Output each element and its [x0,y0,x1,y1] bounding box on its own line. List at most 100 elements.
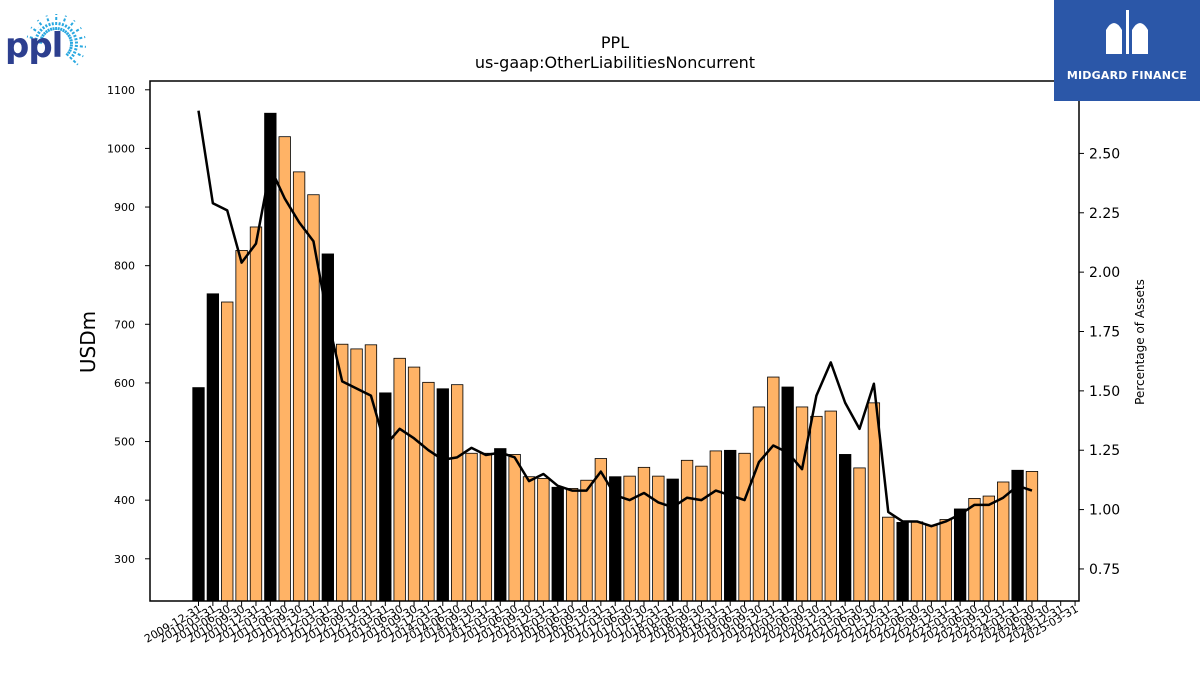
bar [652,475,665,602]
bar [522,476,536,602]
plot-area: 300 400 500 600 700 800 900 1000 1100 0.75 1.00 1.2… [107,84,1120,646]
chart-subtitle: us-gaap:OtherLiabilitiesNoncurrent [475,53,755,72]
bar [292,171,306,602]
logo-ray [45,15,53,32]
y-tick-label: 1000 [107,142,135,155]
logo-ray [30,26,45,38]
bar [781,386,794,602]
logo-ray [65,52,79,66]
bar [221,301,234,602]
ppl-logo-text: ppl [5,26,63,66]
bar [436,388,449,602]
logo-ray [59,15,67,32]
bar [724,449,737,602]
bar [666,478,679,602]
bar [738,452,751,602]
y-tick-label: 300 [114,553,135,566]
sunburst-icon [26,13,86,66]
logo-ray [37,26,47,36]
bar [479,452,493,602]
bar [465,452,478,602]
y-tick-label: 800 [114,260,135,273]
y2-tick-label: 0.75 [1089,562,1120,578]
bar [206,293,220,602]
logo-ray [69,44,86,48]
y-tick-label: 500 [114,436,135,449]
bar [795,406,809,602]
sponsor-name: MIDGARD FINANCE [1066,69,1188,82]
bar [623,475,636,602]
y2-tick-label: 1.75 [1089,325,1120,341]
y-tick-label: 600 [114,377,135,390]
logo-ray [68,33,79,40]
y-tick-label: 1100 [107,84,135,97]
bar [407,366,421,602]
bar [192,387,205,602]
bar [249,226,263,602]
logo-ray [67,27,82,38]
y-tick-label: 900 [114,201,135,214]
bar [752,406,766,602]
bar [580,479,593,602]
bar [810,415,823,602]
logo-ray [63,19,76,34]
logo-ray [36,19,49,34]
bar [896,522,909,602]
bar [235,250,248,602]
y2-tick-label: 1.00 [1089,503,1120,519]
bar [379,392,392,602]
logo-ray [57,20,62,31]
y-tick-label: 400 [114,494,135,507]
logo-ray [69,36,86,42]
bar [637,466,651,602]
logo-ray [69,41,80,44]
logo-ray [61,22,69,33]
bar [953,508,967,602]
ppl-logo: ppl [0,0,100,80]
bar [494,448,507,602]
chart-title: PPL [601,33,629,52]
y-tick-label: 700 [114,318,135,331]
plot-frame [149,80,1080,602]
midgard-finance-logo: MIDGARD FINANCE [1054,0,1200,101]
bar [709,450,722,602]
bar [393,357,406,602]
bar [824,410,837,602]
y2-tick-label: 2.25 [1089,206,1120,222]
bar [910,521,924,602]
midgard-emblem-icon [1106,8,1148,56]
bar [364,344,378,602]
logo-ray [43,22,51,33]
y2-axis-label: Percentage of Assets [1133,279,1147,405]
bar [537,478,550,602]
bar [925,524,938,602]
bar [451,384,464,602]
bar [982,495,995,602]
y2-tick-label: 2.00 [1089,265,1120,281]
bar [767,376,780,602]
logo-ray [67,50,77,59]
bar [307,194,320,602]
percentage-line [197,110,1033,528]
bar [508,454,521,602]
y-axis-label: USDm [76,311,100,373]
logo-ray [69,46,80,52]
logo-ray [26,35,43,42]
logo-ray [33,33,44,40]
y2-tick-label: 2.50 [1089,146,1120,162]
logo-ray [32,40,43,44]
bar [551,486,564,602]
bar [968,498,981,602]
bar [422,381,435,602]
bar [867,402,881,602]
bar [695,465,708,602]
bar [882,516,895,602]
y2-tick-label: 1.25 [1089,443,1120,459]
bar [680,459,694,602]
logo-ray [68,48,84,58]
bar [565,488,579,602]
logo-ray [51,20,55,31]
bar [853,467,866,602]
bar [321,253,334,602]
